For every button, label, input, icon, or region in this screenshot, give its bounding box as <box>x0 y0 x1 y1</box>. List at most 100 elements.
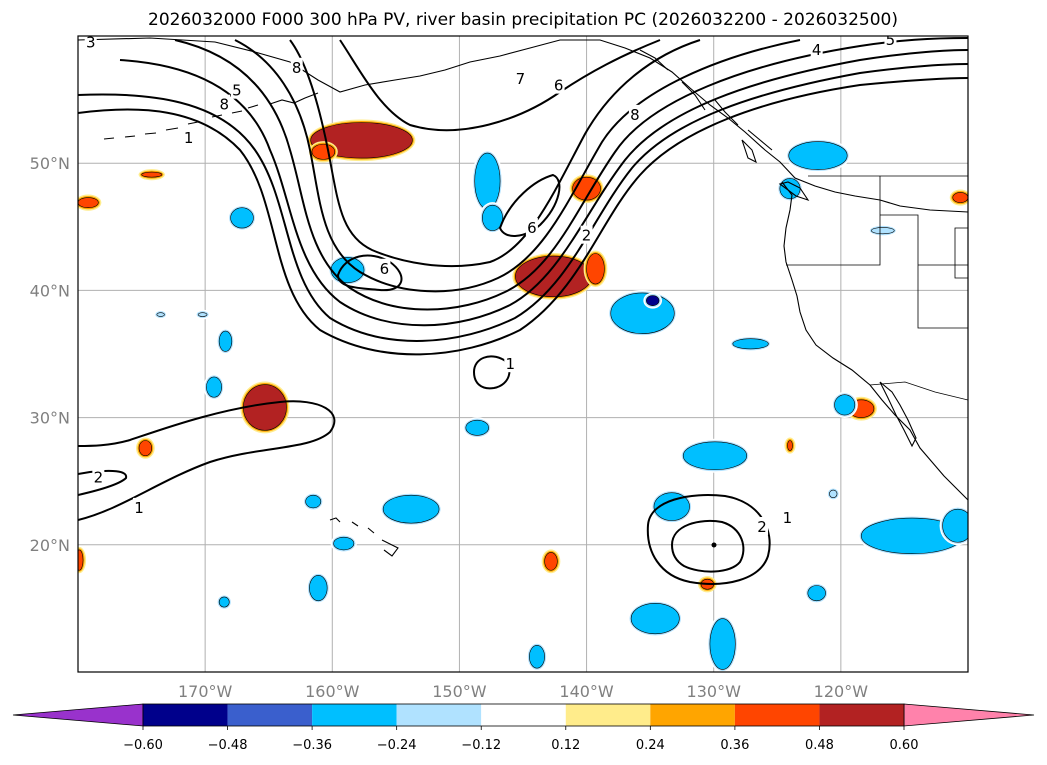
anomaly-core <box>787 440 793 451</box>
north-america-west-coast <box>781 181 968 501</box>
axis-labels: 170°W 160°W 150°W 140°W 130°W 120°W 50°N 40°N 30… <box>30 154 869 701</box>
contour-label: 1 <box>184 129 194 147</box>
colorbar-tick-label: −0.12 <box>461 738 501 753</box>
pv-contour-1-south <box>78 400 336 521</box>
negative-precip-anomaly <box>868 224 898 237</box>
contour-label: 1 <box>134 499 144 517</box>
negative-precip-anomaly <box>729 335 772 352</box>
colorbar-tick-label: −0.24 <box>377 738 417 753</box>
anomaly-core <box>218 596 230 608</box>
colorbar-swatch <box>734 704 820 726</box>
contour-label-background <box>290 57 303 76</box>
pv-maximum-dot <box>711 542 717 548</box>
anomaly-core <box>829 489 838 499</box>
lon-tick-label: 170°W <box>178 682 233 701</box>
negative-precip-anomaly <box>306 572 331 604</box>
pv-contour-7 <box>339 39 661 132</box>
negative-precip-anomaly <box>680 438 750 473</box>
anomaly-core <box>610 292 675 334</box>
negative-precip-anomaly <box>650 489 693 524</box>
lon-tick-label: 160°W <box>305 682 360 701</box>
anomaly-core <box>709 618 736 670</box>
positive-precip-anomaly <box>240 381 290 434</box>
positive-precip-anomaly <box>583 250 608 288</box>
colorbar-tick-label: −0.48 <box>208 738 248 753</box>
negative-precip-anomaly <box>643 292 663 309</box>
colorbar-outline <box>142 703 905 727</box>
contour-label: 2 <box>94 468 104 486</box>
alaska-panhandle-islands <box>639 49 773 151</box>
anomaly-core <box>529 644 545 669</box>
anomaly-core <box>311 143 336 160</box>
lon-tick-label: 130°W <box>687 682 742 701</box>
colorbar-tick-label: −0.60 <box>123 738 163 753</box>
negative-precip-anomaly <box>479 202 506 234</box>
colorbar-tick-label: 0.12 <box>551 738 580 753</box>
anomaly-core <box>646 295 660 306</box>
contour-label: 2 <box>582 227 592 245</box>
contour-label-background <box>84 36 97 51</box>
lat-tick-label: 20°N <box>30 536 70 555</box>
negative-precip-anomaly <box>858 515 966 557</box>
contour-label-background <box>525 218 538 237</box>
positive-precip-anomaly <box>136 437 155 459</box>
anomaly-core <box>834 394 856 416</box>
pv-closed-1-east <box>646 494 771 585</box>
baja-california <box>879 381 917 448</box>
figure-title: 2026032000 F000 300 hPa PV, river basin … <box>148 10 898 30</box>
negative-precip-anomaly <box>471 150 504 212</box>
contour-label-background <box>514 69 527 88</box>
us-mexico-border <box>869 381 968 401</box>
contour-label-background <box>218 94 231 113</box>
pv-contour-outer <box>78 77 968 356</box>
colorbar-swatch <box>481 704 566 726</box>
colorbar-tick-label: 0.60 <box>890 738 919 753</box>
anomaly-core <box>141 171 163 178</box>
contour-label-background <box>756 516 769 535</box>
colorbar-swatch <box>143 704 228 726</box>
colorbar-tick-label: −0.36 <box>292 738 332 753</box>
colorbar: −0.60 −0.48 −0.36 −0.24 −0.12 0.12 0.24 0.36 0.4… <box>12 703 1035 753</box>
anomaly-core <box>230 207 254 229</box>
pv-contour-3 <box>119 49 968 327</box>
anomaly-core <box>305 494 322 509</box>
contour-label-background <box>628 104 641 123</box>
anomaly-core <box>206 376 222 398</box>
negative-precip-anomaly <box>195 309 211 320</box>
negative-precip-anomaly <box>526 642 548 672</box>
colorbar-swatch <box>312 704 397 726</box>
positive-precip-anomaly <box>138 169 165 181</box>
positive-precip-anomaly <box>78 546 87 574</box>
negative-precip-anomaly <box>153 309 168 320</box>
pv-closed-6-west <box>336 254 403 292</box>
anomaly-core <box>218 330 233 352</box>
negative-precip-anomaly <box>227 204 257 232</box>
anomaly-core <box>333 536 355 551</box>
contour-label-background <box>230 80 243 99</box>
contour-label-background <box>552 75 565 94</box>
lon-tick-label: 120°W <box>814 682 869 701</box>
anomaly-core <box>682 441 748 471</box>
negative-precip-anomaly <box>607 289 678 337</box>
anomaly-core <box>465 419 489 436</box>
vancouver-island <box>778 181 810 202</box>
negative-precip-anomaly <box>328 254 368 286</box>
negative-precip-anomaly <box>804 582 829 604</box>
contour-label: 6 <box>554 77 564 95</box>
negative-precip-anomaly <box>302 492 324 511</box>
contour-label-background <box>504 354 517 373</box>
colorbar-extend-low <box>12 703 144 727</box>
pv-closed-6-central <box>498 173 561 237</box>
lon-tick-label: 140°W <box>559 682 614 701</box>
lat-tick-label: 50°N <box>30 154 70 173</box>
negative-precip-anomaly <box>706 615 739 672</box>
contour-label: 7 <box>516 70 526 88</box>
anomaly-core <box>942 508 968 543</box>
map-frame <box>77 35 969 673</box>
contour-label: 2 <box>757 518 767 536</box>
negative-precip-anomaly <box>826 487 841 501</box>
lat-tick-label: 40°N <box>30 281 70 300</box>
anomaly-core <box>788 141 848 170</box>
